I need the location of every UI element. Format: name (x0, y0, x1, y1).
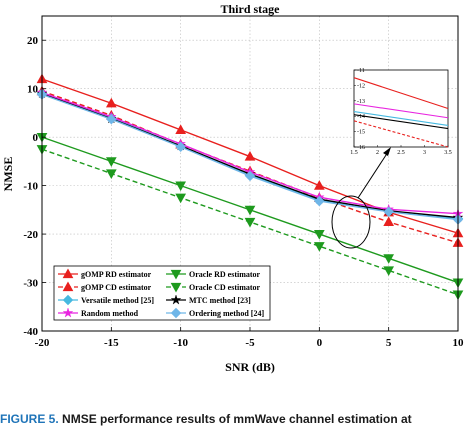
x-tick-layer: -20 -15 -10 -5 0 5 10 (35, 327, 464, 349)
inset-background (353, 69, 449, 148)
legend-label: Oracle RD estimator (189, 270, 261, 279)
legend-label: gOMP RD estimator (81, 270, 152, 279)
legend-items: gOMP RD estimator Oracle RD estimator gOMP… (58, 268, 264, 319)
legend-box (53, 265, 271, 321)
data-point (313, 229, 325, 240)
inset-x-tick-label: 1.5 (350, 150, 358, 156)
y-tick-label: -40 (23, 326, 38, 338)
figure-label: FIGURE 5. (0, 412, 59, 426)
series-2 (36, 133, 464, 289)
data-point (105, 97, 117, 108)
inset-y-tick-label: -12 (357, 83, 365, 89)
inset-x-tick-label: 3 (423, 150, 426, 156)
y-tick-label: -30 (23, 278, 38, 290)
legend-entry: gOMP RD estimator (58, 268, 152, 279)
x-tick-label: 5 (386, 337, 392, 349)
inset-series-line (353, 77, 449, 110)
data-point (244, 170, 256, 182)
x-tick-label: -10 (173, 337, 188, 349)
inset-series-line (353, 111, 449, 126)
legend-marker (62, 281, 74, 292)
legend-marker (62, 268, 74, 279)
inset-zoom-plot: 1.5 2 2.5 3 3.5 -16 -15 -14 -13 -12 -11 (350, 68, 452, 156)
data-point (244, 205, 256, 216)
y-tick-label: -10 (23, 181, 38, 193)
data-point (244, 217, 256, 228)
figure-caption-text: NMSE performance results of mmWave chann… (62, 412, 412, 426)
x-tick-label: -5 (245, 337, 255, 349)
chart-title: Third stage (220, 2, 280, 16)
legend-entry: Random method (58, 307, 139, 318)
inset-series-layer (353, 77, 449, 148)
zoom-arrow-line (357, 151, 389, 199)
x-tick-label: -15 (104, 337, 119, 349)
inset-series-line (353, 114, 449, 130)
data-point (244, 151, 256, 161)
legend-entry: Versatile method [25] (58, 294, 154, 306)
legend-label: MTC method [23] (189, 296, 251, 305)
figure-caption: FIGURE 5. NMSE performance results of mm… (0, 412, 474, 428)
inset-y-tick-label: -16 (357, 145, 365, 151)
data-point (383, 206, 394, 217)
y-tick-label: 10 (27, 84, 39, 96)
legend-entry: gOMP CD estimator (58, 281, 152, 292)
legend-entry: Oracle CD estimator (166, 282, 261, 293)
data-point (175, 141, 186, 153)
legend-label: Random method (81, 309, 139, 318)
legend: gOMP RD estimator Oracle RD estimator gOMP… (53, 265, 271, 321)
data-point (105, 157, 117, 167)
inset-x-tick-label: 2.5 (397, 150, 405, 156)
series-8 (36, 89, 464, 225)
inset-y-tick-label: -14 (357, 114, 365, 120)
data-point (105, 169, 117, 180)
y-tick-label: 0 (33, 132, 39, 144)
data-point (383, 254, 395, 264)
y-tick-layer: -40 -30 -20 -10 0 10 20 (23, 35, 46, 338)
y-axis-label: NMSE (1, 157, 15, 192)
legend-marker (170, 282, 182, 293)
x-axis-label: SNR (dB) (225, 360, 275, 374)
inset-series-line (353, 103, 449, 119)
inset-x-tick-label: 2 (376, 150, 379, 156)
legend-entry: Oracle RD estimator (166, 269, 261, 280)
zoom-arrow-head (383, 147, 391, 156)
inset-x-tick-label: 3.5 (444, 150, 452, 156)
x-tick-label: -20 (35, 337, 50, 349)
data-point (175, 193, 187, 204)
inset-y-tick-label: -15 (357, 130, 365, 136)
data-point (314, 195, 325, 207)
legend-marker (170, 307, 182, 319)
data-point (175, 124, 187, 134)
legend-entry: MTC method [23] (166, 294, 251, 305)
legend-marker (62, 307, 74, 318)
zoom-ellipse (331, 195, 371, 249)
nmse-chart: Third stage -20 -15 -10 -5 0 5 10 -40 -30 -20 -10… (1, 2, 464, 374)
x-tick-label: 0 (317, 337, 323, 349)
legend-label: Versatile method [25] (81, 296, 154, 305)
inset-tick-layer: 1.5 2 2.5 3 3.5 -16 -15 -14 -13 -12 -11 (350, 68, 452, 156)
inset-series-line (353, 120, 449, 148)
data-point (383, 216, 395, 227)
legend-marker (62, 294, 74, 306)
data-point (383, 266, 395, 276)
data-point (313, 180, 325, 190)
legend-marker (170, 269, 182, 280)
legend-entry: Ordering method [24] (166, 307, 264, 319)
legend-label: Oracle CD estimator (189, 283, 261, 292)
series-layer (36, 73, 464, 301)
inset-y-tick-label: -11 (357, 68, 365, 74)
legend-label: gOMP CD estimator (81, 283, 152, 292)
y-tick-label: 20 (27, 35, 39, 47)
legend-label: Ordering method [24] (189, 309, 264, 318)
series-4 (36, 145, 464, 301)
x-tick-label: 10 (453, 337, 465, 349)
y-tick-label: -20 (23, 229, 38, 241)
data-point (106, 114, 117, 125)
data-point (313, 242, 325, 252)
legend-marker (170, 294, 182, 305)
inset-y-tick-label: -13 (357, 99, 365, 105)
data-point (175, 181, 187, 192)
